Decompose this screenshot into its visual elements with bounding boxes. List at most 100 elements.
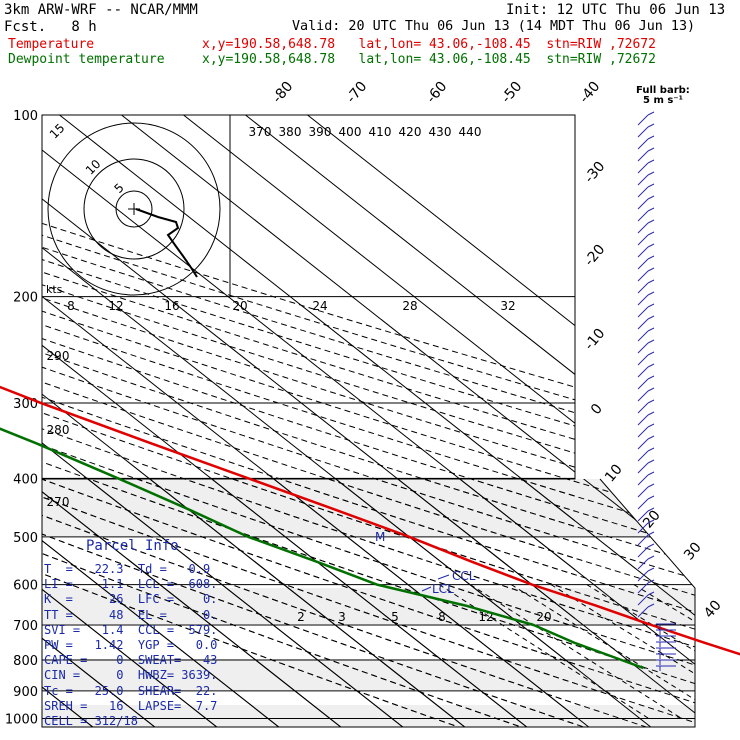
lcl-tick [421,586,432,592]
speed-tick-label: 12 [108,299,123,313]
hodograph-ring [83,158,185,260]
isotherm [42,479,533,727]
wind-barb [637,570,649,582]
wind-barb [647,411,655,416]
isotherm-label: 40 [701,597,725,621]
parcel-info-row: CIN = 0 HWBZ= 3639. [44,668,218,683]
legend-dewpoint-name: Dewpoint temperature [8,52,165,67]
parcel-info-row: CAPE = 0 SWEAT= 43 [44,653,218,668]
legend-temperature-name: Temperature [8,37,95,52]
wind-barb [647,279,655,284]
wind-barb [647,231,655,236]
wind-barb [647,303,655,308]
wind-barb [637,126,649,138]
isotherm-label: 30 [681,539,705,563]
wind-barb [647,183,655,188]
isotherm-label: -50 [498,79,525,107]
wind-barb [647,543,655,548]
wind-barb [647,459,655,464]
mixing-ratio-label: 2 [297,610,305,624]
wind-barb [647,399,655,404]
hodograph-ring [115,190,153,228]
mixing-ratio-label: 5 [391,610,399,624]
wind-barb [647,291,655,296]
wind-barb [647,159,655,164]
dry-adiabat [42,479,660,727]
temperature-line [0,385,740,656]
wind-barb [647,519,655,524]
wind-barb [637,162,649,174]
barb-legend-unit: 5 m s⁻¹ [643,95,683,106]
isotherm [42,479,595,727]
wind-barb [637,522,649,534]
wind-barb [637,150,649,162]
dry-adiabat [42,479,695,727]
wind-barb [637,438,649,450]
speed-tick-label: 24 [312,299,327,313]
isotherm [42,479,695,727]
parcel-info-row: PW = 1.42 YGP = 0.0 [44,638,218,653]
wind-barb [647,375,655,380]
wind-barb [637,366,649,378]
dry-adiabat [42,352,575,527]
dry-adiabat [42,479,471,727]
mixing-ratio-line [438,584,650,719]
isotherm-label: -80 [269,79,296,107]
pressure-tick-label: 1000 [5,713,38,728]
isotherm [307,115,575,327]
parcel-info-row: Tc = 25.0 SHEAR= 22. [44,683,218,698]
wind-barb [637,258,649,270]
wind-barb [647,531,655,536]
wind-barb [647,111,655,116]
parcel-info-rows: T = 22.3 Td = 0.9 LI = 1.1 LCL = 608. K = … [44,562,234,729]
isotherm [42,479,223,727]
chart-series [0,385,740,670]
theta-e-label: 400 [339,125,362,139]
isotherm-label: -40 [576,79,603,107]
forecast-hour: Fcst. 8 h [4,19,97,35]
wind-barb [637,390,649,402]
wind-barb [647,495,655,500]
init-time: Init: 12 UTC Thu 06 Jun 13 [506,2,726,18]
hodograph-ring [47,122,221,296]
isotherm [42,479,347,727]
dry-adiabat [42,479,534,727]
isotherm [121,115,575,473]
wind-barb [647,603,655,608]
wind-barb [647,579,655,584]
isotherm [42,479,695,727]
isotherm [245,115,575,376]
theta-e-label: 420 [399,125,422,139]
barb-legend-title: Full barb: [636,85,690,96]
isotherm [42,479,471,727]
marker-label: M [375,530,385,544]
marker-label: CCL [452,569,476,583]
wind-barb [637,222,649,234]
dry-adiabat [42,479,695,727]
hodograph-ring-label: 10 [83,157,104,178]
wind-barb [637,534,649,546]
theta-e-label: 440 [459,125,482,139]
wind-barb [647,507,655,512]
isotherm [59,115,575,522]
wind-barb [637,174,649,186]
isotherm [42,479,657,727]
isotherm [42,149,575,571]
speed-tick-label: 20 [232,299,247,313]
wind-barb [637,282,649,294]
wind-barb [637,594,649,606]
wind-barb [637,498,649,510]
dry-adiabat [42,479,597,727]
wind-barb [647,423,655,428]
isotherm-label: -60 [423,79,450,107]
hodograph-ring-label: 15 [47,121,68,142]
isotherm [183,115,575,424]
wind-barb [637,474,649,486]
mixing-ratio-line [550,584,695,719]
mixing-ratio-label: 20 [536,610,551,624]
hodograph-trace [135,208,198,278]
isotherm-label: -70 [343,79,370,107]
isotherm [42,198,575,620]
wind-barb [637,354,649,366]
